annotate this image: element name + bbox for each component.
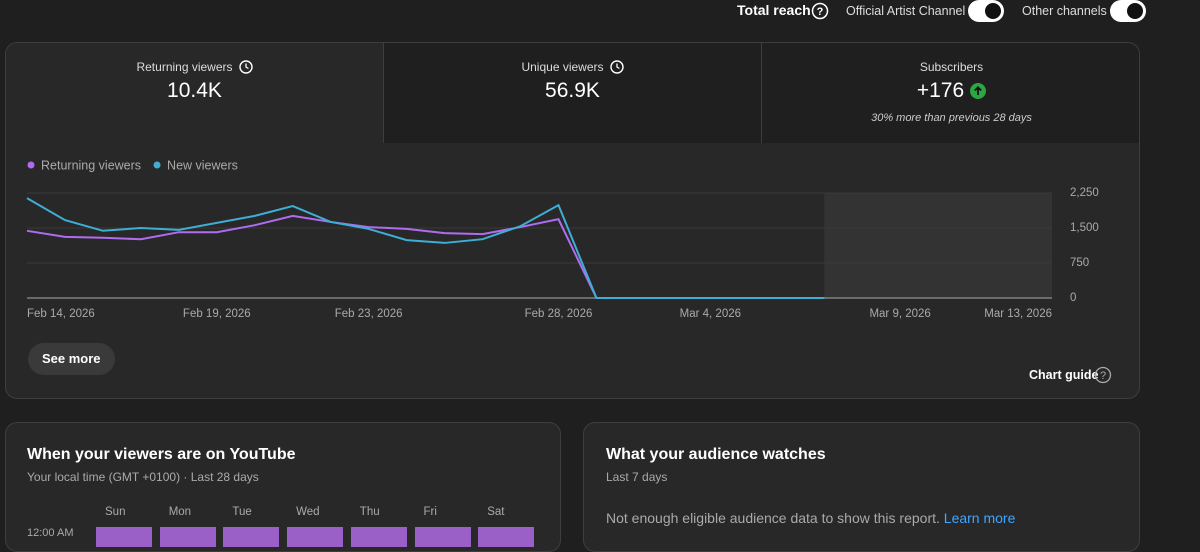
heatmap-cell [96,527,152,547]
metric-tab[interactable]: Returning viewers 10.4K [6,43,384,143]
metric-tab[interactable]: Subscribers +176 30% more than previous … [762,43,1139,143]
toggle-label: Other channels [1022,4,1107,18]
card-title: What your audience watches [606,446,826,463]
message-text: Not enough eligible audience data to sho… [606,510,940,526]
heatmap-cell [414,527,471,547]
svg-text:?: ? [1100,370,1106,382]
day-label: Mon [168,506,192,518]
card-subtitle: Last 7 days [606,470,668,484]
metric-label: Subscribers [919,60,984,74]
svg-text:?: ? [817,6,824,18]
metric-value: 10.4K [167,79,222,102]
toggle-label: Official Artist Channel [846,4,966,18]
card-title: When your viewers are on YouTube [27,446,296,463]
metric-tab[interactable]: Unique viewers 56.9K [384,43,762,143]
chart-guide[interactable]: Chart guide [1029,368,1099,382]
day-label: Wed [296,506,320,518]
toggle[interactable] [968,0,1004,22]
day-label: Sat [487,506,505,518]
day-label: Thu [359,506,380,518]
watch-card: What your audience watches Last 7 days N… [583,422,1140,552]
page: Total reach ? Official Artist Channel Ot… [5,0,1146,552]
metric-value: +176 [916,79,965,102]
total-reach: Total reach [737,2,811,18]
toggle[interactable] [1110,0,1146,22]
day-label: Fri [423,506,437,518]
help-icon[interactable]: ? [1094,366,1112,384]
metric-label: Returning viewers [136,60,233,74]
metric-note: 30% more than previous 28 days [871,112,1032,124]
heatmap-cell [159,527,216,547]
clock-icon [609,60,624,74]
see-more-button[interactable]: See more [28,343,115,375]
card-subtitle: Your local time (GMT +0100) · Last 28 da… [27,470,259,484]
heatmap-cell [478,527,535,547]
day-label: Sun [105,506,126,518]
time-label: 12:00 AM [27,527,74,539]
up-icon [970,83,987,99]
learn-more-link[interactable]: Learn more [943,510,1016,526]
day-label: Tue [232,506,252,518]
clock-icon [238,60,253,74]
metric-label: Unique viewers [521,60,604,74]
metric-value: 56.9K [545,79,600,102]
heatmap-cell [350,527,407,547]
message: Not enough eligible audience data to sho… [606,510,1015,526]
overview-card: Returning viewers 10.4K Unique viewers 5… [5,42,1140,399]
heatmap-cell [287,527,344,547]
help-icon[interactable]: ? [811,2,829,20]
heatmap-cell [223,527,280,547]
